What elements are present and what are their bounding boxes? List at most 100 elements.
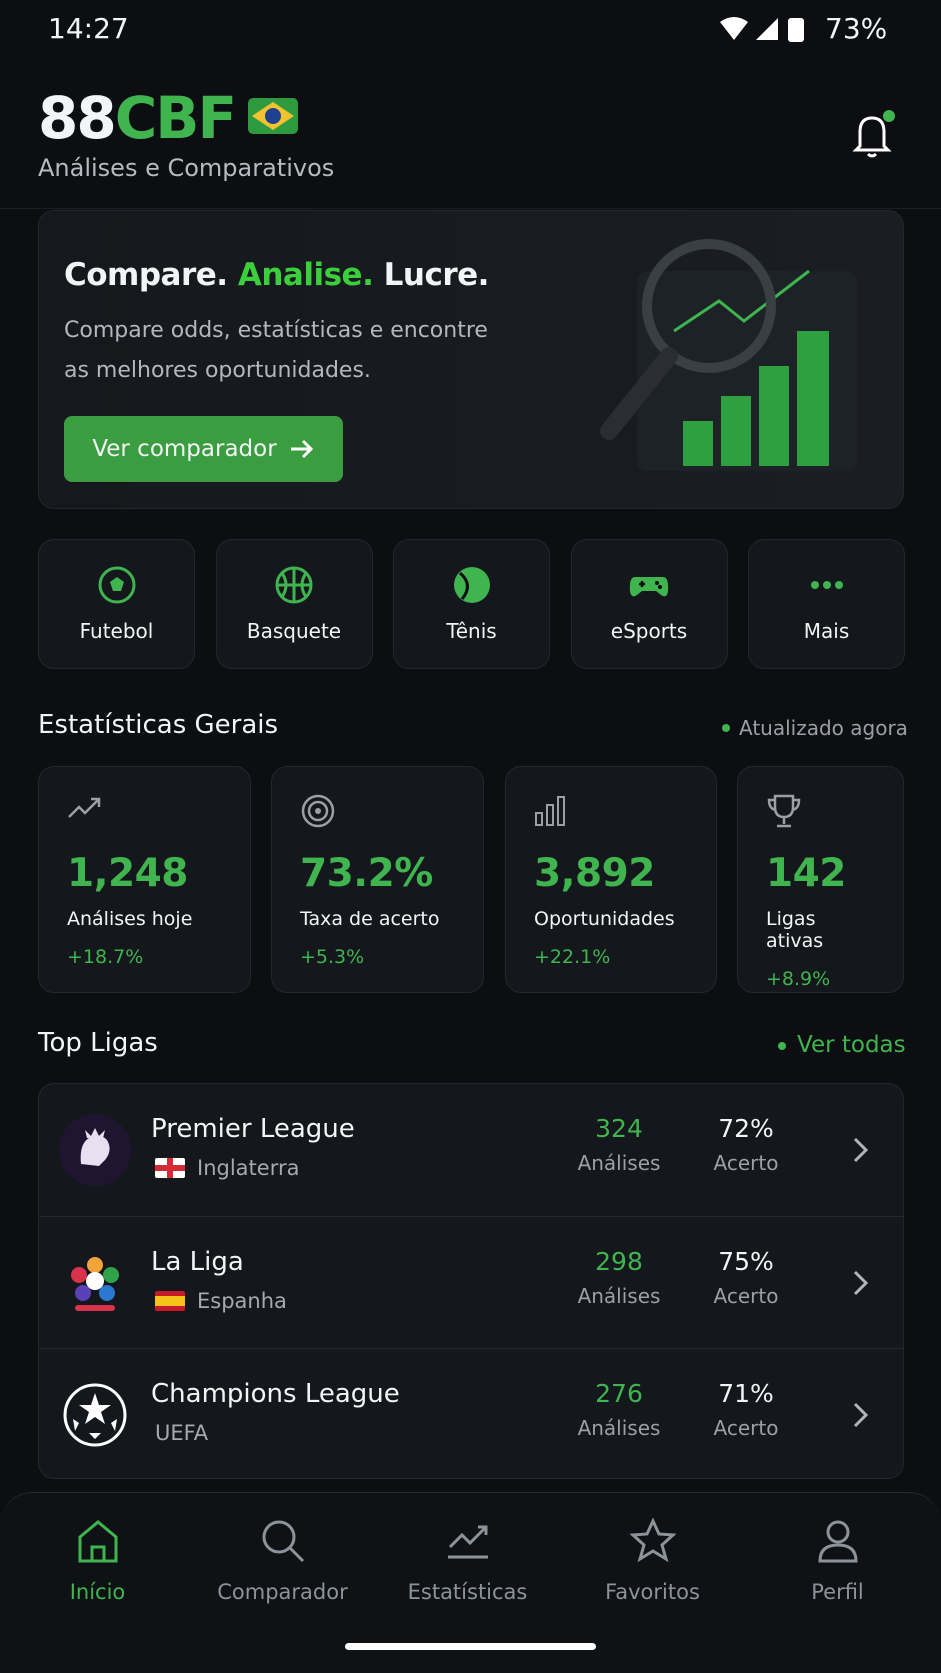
stat-value: 3,892 [534,851,655,896]
accuracy-metric: 71% Acerto [686,1379,806,1440]
league-row[interactable]: La Liga Espanha 298 Análises 75% Acerto [39,1216,903,1348]
nav-label: Início [69,1580,126,1604]
arrow-icon [290,439,313,459]
subtitle: Análises e Comparativos [38,154,335,182]
chevron [853,1402,869,1428]
country-flag [155,1291,185,1311]
hero-title-part: Analise. [237,257,374,293]
country-name: Inglaterra [197,1156,300,1180]
hero-text: Compare odds, estatísticas e encontre as… [64,318,488,383]
nav-item[interactable]: Estatísticas [375,1517,560,1604]
league-country: Inglaterra [155,1156,299,1180]
see-all-link[interactable]: Ver todas [797,1032,906,1058]
league-country: Espanha [155,1289,287,1313]
sport-tile[interactable]: Tênis [393,539,550,669]
stat-value: 142 [766,851,846,896]
hero-illustration [600,239,857,471]
league-row[interactable]: Premier League Inglaterra 324 Análises 7… [39,1084,903,1216]
button-label: Ver comparador [92,436,277,462]
leagues-card: Premier League Inglaterra 324 Análises 7… [38,1083,904,1479]
accuracy-value: 72% [718,1114,774,1143]
nav-icon [447,1525,488,1559]
brand-suffix: CBF [114,84,237,152]
country-name: UEFA [155,1421,209,1445]
sport-tile[interactable]: Mais [748,539,905,669]
sport-tile[interactable]: eSports [570,539,728,669]
brand-prefix: 88 [38,84,117,152]
accuracy-value: 71% [718,1379,774,1408]
sport-label: Basquete [246,619,342,643]
analyses-metric: 298 Análises [559,1247,679,1308]
sport-icon [629,577,669,597]
league-country: UEFA [155,1421,208,1445]
accuracy-value: 75% [718,1247,774,1276]
nav-icon [78,1520,117,1563]
analyses-label: Análises [577,1151,661,1175]
chevron [853,1270,869,1296]
stat-label: Taxa de acerto [300,908,440,930]
analyses-metric: 324 Análises [559,1114,679,1175]
nav-item[interactable]: Início [5,1517,190,1604]
notifications-button[interactable] [850,108,898,160]
nav-item[interactable]: Favoritos [560,1517,745,1604]
status-dot [778,1042,786,1050]
brazil-flag [248,98,298,134]
analyses-value: 298 [595,1247,643,1276]
sport-label: Tênis [446,619,497,643]
hero-title: Compare. Analise. Lucre. [64,257,489,293]
hero-title-part: Lucre. [383,257,490,293]
country-flag [155,1158,185,1178]
status-time: 14:27 [48,12,129,45]
analyses-value: 324 [595,1114,643,1143]
accuracy-metric: 72% Acerto [686,1114,806,1175]
sport-label: eSports [610,619,688,643]
stat-icon [68,797,101,818]
sport-icon [275,566,313,604]
nav-item[interactable]: Perfil [745,1517,930,1604]
nav-item[interactable]: Comparador [190,1517,375,1604]
analyses-metric: 276 Análises [559,1379,679,1440]
hero-card: Compare. Analise. Lucre. Compare odds, e… [38,210,904,509]
accuracy-label: Acerto [713,1416,779,1440]
stat-label: Análises hoje [67,908,193,930]
league-name: Champions League [151,1379,400,1409]
stat-card: 1,248 Análises hoje +18.7% [38,766,251,993]
section-title: Estatísticas Gerais [38,710,279,740]
stat-label: Oportunidades [534,908,675,930]
stat-change: +18.7% [67,946,144,968]
stat-icon [301,794,335,828]
home-indicator [345,1643,596,1650]
league-logo [71,1257,119,1311]
status-icons [720,17,804,42]
sport-tile[interactable]: Futebol [38,539,195,669]
nav-icon [262,1520,304,1563]
sport-icon [453,567,490,603]
stat-change: +5.3% [300,946,365,968]
stat-card: 73.2% Taxa de acerto +5.3% [271,766,484,993]
compare-button[interactable]: Ver comparador [64,416,343,482]
divider [0,208,941,209]
stat-value: 1,248 [67,851,188,896]
sport-icon [98,566,135,604]
accuracy-label: Acerto [713,1151,779,1175]
league-logo [63,1383,127,1447]
sport-tile[interactable]: Basquete [215,539,373,669]
nav-icon [628,1517,677,1563]
analyses-label: Análises [577,1284,661,1308]
country-name: Espanha [197,1289,287,1313]
hero-title-part: Compare. [64,257,228,293]
league-name: Premier League [151,1114,355,1144]
sport-label: Futebol [79,619,154,643]
league-row[interactable]: Champions League UEFA 276 Análises 71% A… [39,1348,903,1478]
stat-change: +8.9% [766,968,831,990]
analyses-value: 276 [595,1379,643,1408]
league-logo [59,1114,131,1186]
stat-value: 73.2% [300,851,433,896]
stat-icon [767,794,801,828]
nav-label: Estatísticas [407,1580,528,1604]
updated-label: Atualizado agora [739,716,908,740]
brand: 88CBF [38,84,237,152]
section-title: Top Ligas [38,1028,158,1058]
status-dot [722,724,730,732]
